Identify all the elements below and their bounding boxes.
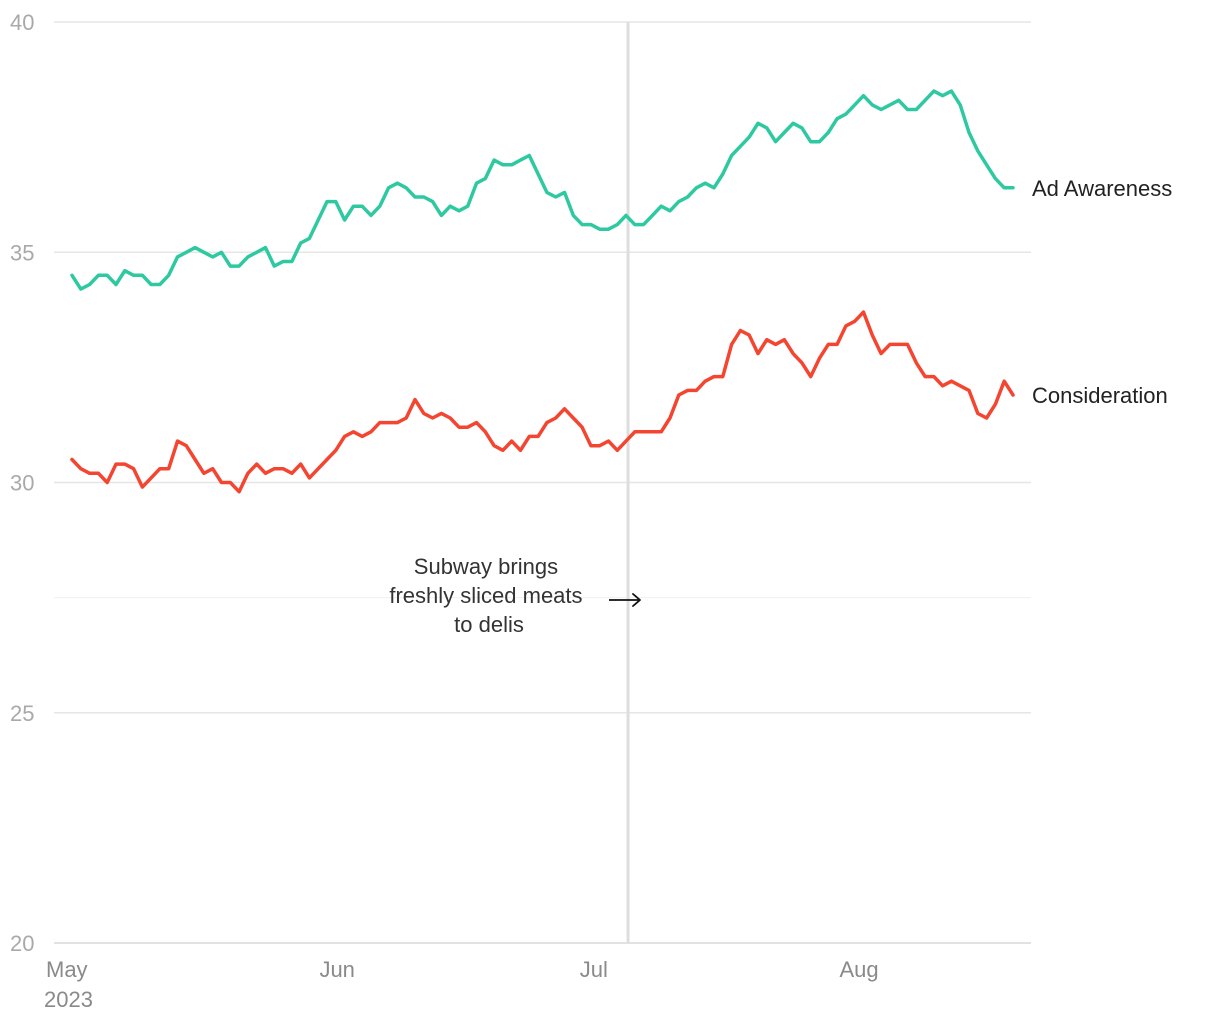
y-tick-label: 20 [10, 931, 34, 956]
x-tick-label: Jul [580, 957, 608, 982]
series-label-consideration: Consideration [1032, 383, 1168, 408]
y-tick-label: 30 [10, 471, 34, 496]
annotation-text: Subway brings freshly sliced meats to de… [389, 554, 588, 637]
annotation-line-1: Subway brings [414, 554, 558, 579]
x-tick-label: May [46, 957, 88, 982]
annotation-line-3: to delis [454, 612, 524, 637]
annotation-line-2: freshly sliced meats [389, 583, 582, 608]
series-layer [70, 89, 1015, 494]
series-labels: Ad Awareness Consideration [1032, 176, 1172, 408]
annotation-layer: Subway brings freshly sliced meats to de… [389, 22, 641, 943]
x-axis: May 2023 Jun Jul Aug [44, 957, 879, 1012]
x-tick-label: Jun [319, 957, 354, 982]
annotation-arrow-icon [609, 593, 641, 607]
series-line-ad-awareness [70, 89, 1015, 291]
y-axis: 20 25 30 35 40 [10, 10, 34, 956]
series-line-consideration [70, 310, 1015, 494]
y-tick-label: 35 [10, 240, 34, 265]
x-tick-label: Aug [839, 957, 878, 982]
x-tick-sublabel: 2023 [44, 987, 93, 1012]
y-tick-label: 40 [10, 10, 34, 35]
y-tick-label: 25 [10, 701, 34, 726]
series-label-ad-awareness: Ad Awareness [1032, 176, 1172, 201]
grid-layer [54, 21, 1031, 944]
